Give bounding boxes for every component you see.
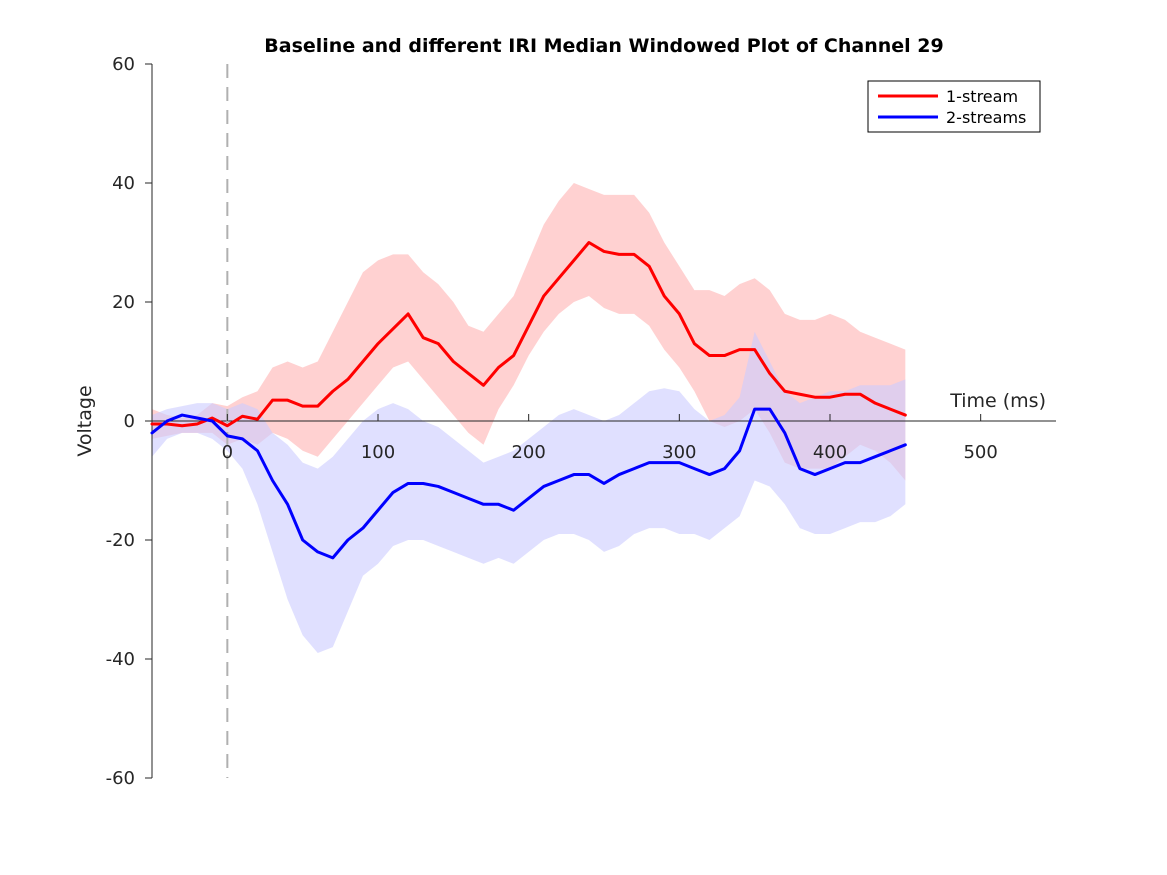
y-tick-label: 60	[112, 54, 135, 75]
y-tick-label: 20	[112, 292, 135, 313]
series-line-2-streams	[150, 407, 907, 560]
y-axis-label: Voltage	[74, 385, 96, 456]
series-line-1-stream	[150, 241, 907, 428]
chart-title: Baseline and different IRI Median Window…	[264, 35, 943, 57]
x-axis-label: Time (ms)	[949, 390, 1046, 412]
series-lines	[150, 241, 907, 560]
confidence-bands	[152, 183, 906, 654]
y-tick-label: 40	[112, 173, 135, 194]
x-tick-label: 200	[511, 442, 545, 463]
legend: 1-stream 2-streams	[867, 80, 1041, 133]
x-tick-label: 500	[963, 442, 997, 463]
band-1-stream	[152, 183, 906, 481]
x-tick-label: 100	[361, 442, 395, 463]
y-tick-label: 0	[124, 411, 135, 432]
legend-label-2-streams: 2-streams	[946, 108, 1026, 127]
legend-label-1-stream: 1-stream	[946, 87, 1018, 106]
x-tick-label: 400	[813, 442, 847, 463]
band-2-streams	[152, 331, 906, 654]
x-tick-label: 0	[222, 442, 233, 463]
x-tick-label: 300	[662, 442, 696, 463]
y-tick-label: -20	[106, 530, 135, 551]
y-tick-label: -60	[106, 768, 135, 789]
legend-box	[867, 80, 1041, 133]
y-tick-label: -40	[106, 649, 135, 670]
